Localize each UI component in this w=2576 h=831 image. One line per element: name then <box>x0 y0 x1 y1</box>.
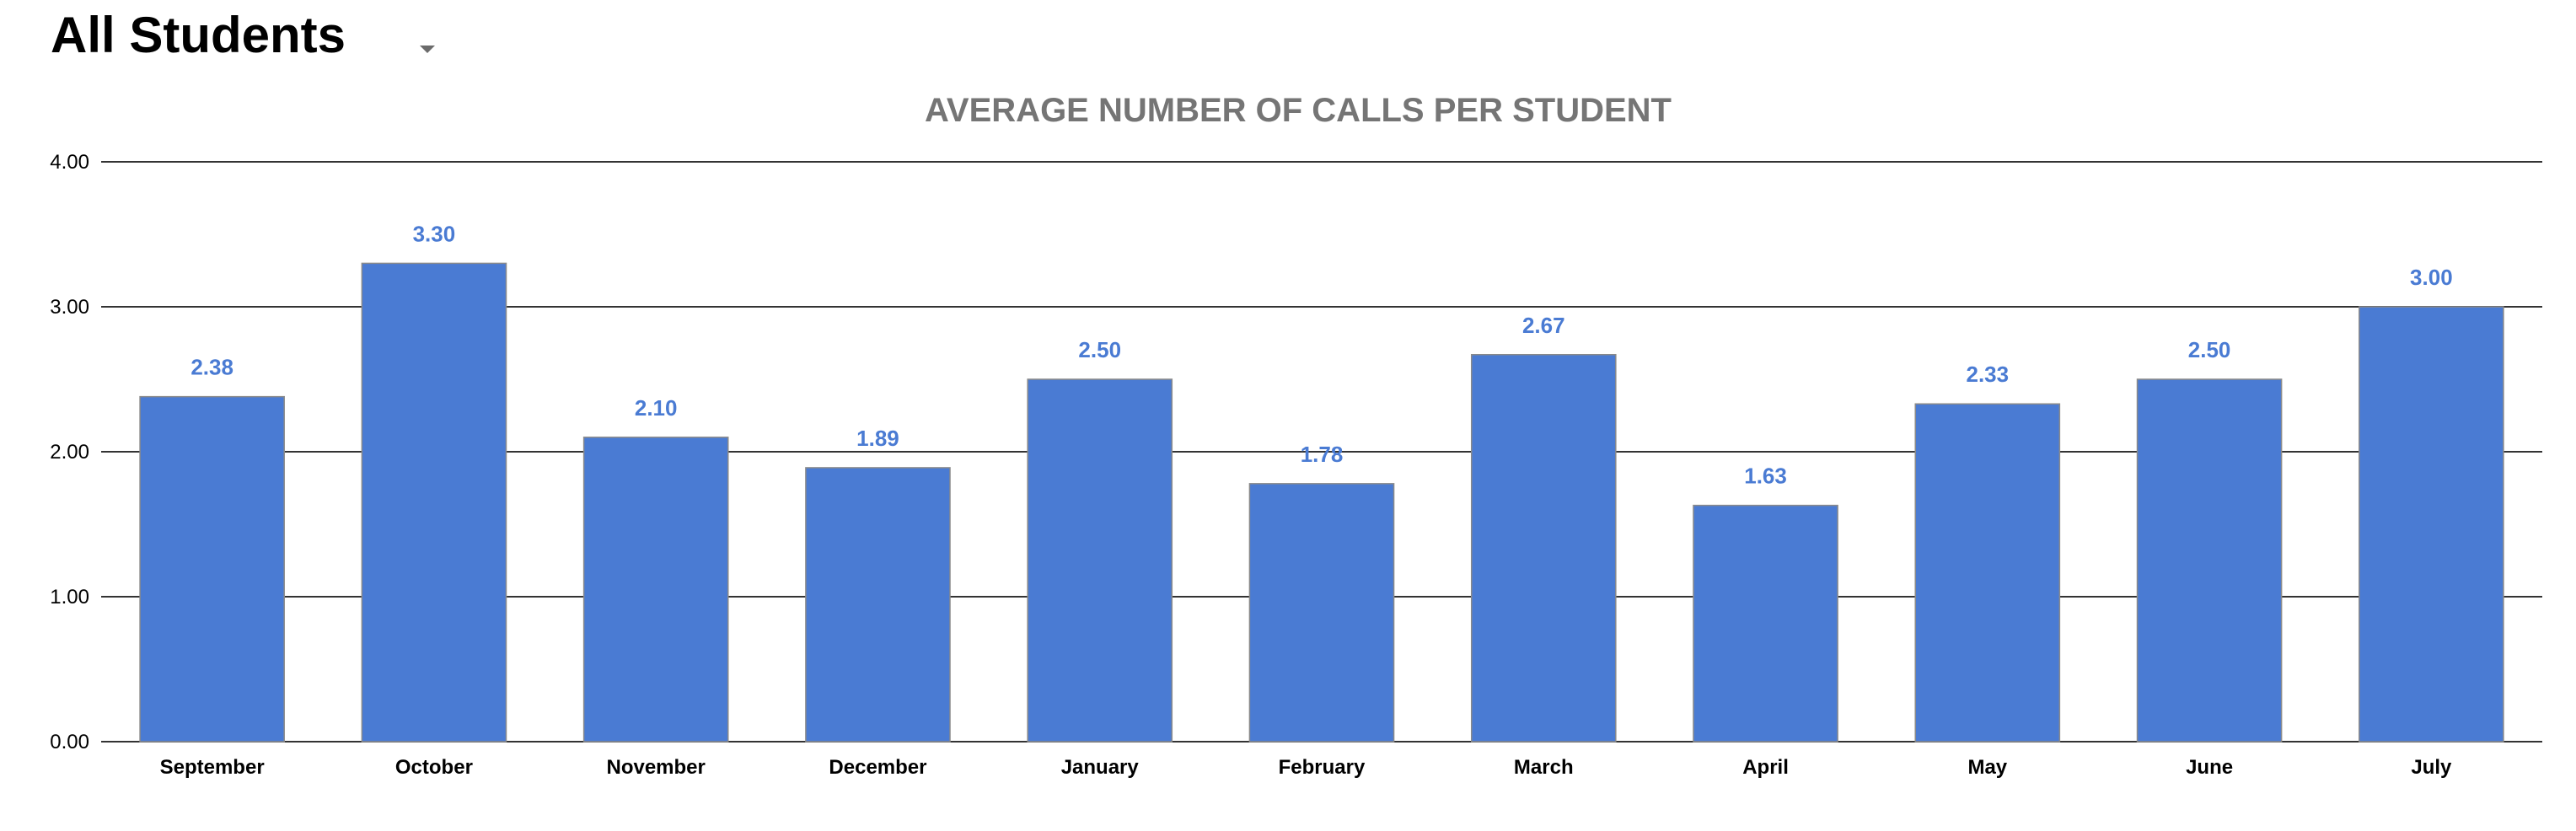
bar <box>139 395 285 743</box>
x-tick-label: April <box>1742 756 1789 779</box>
data-label: 2.33 <box>1967 362 2010 387</box>
data-label: 2.67 <box>1522 313 1565 338</box>
chevron-down-icon[interactable] <box>420 46 435 53</box>
data-label: 1.89 <box>856 426 899 451</box>
x-tick-label: November <box>606 756 705 779</box>
x-tick-label: June <box>2186 756 2233 779</box>
y-tick-label: 2.00 <box>50 441 89 464</box>
bar <box>582 437 729 743</box>
data-label: 2.10 <box>635 395 678 421</box>
data-label: 2.38 <box>191 355 233 380</box>
data-label: 3.30 <box>413 221 456 246</box>
x-tick-label: May <box>1967 756 2007 779</box>
y-tick-label: 1.00 <box>50 586 89 609</box>
x-tick-label: March <box>1514 756 1574 779</box>
data-label: 3.00 <box>2410 265 2453 290</box>
y-tick-label: 0.00 <box>50 731 89 753</box>
student-filter-dropdown[interactable]: All Students <box>51 7 346 63</box>
bar <box>361 262 507 743</box>
bars <box>139 262 2504 743</box>
bar <box>1470 354 1617 743</box>
y-tick-label: 4.00 <box>50 151 89 174</box>
x-tick-label: October <box>395 756 473 779</box>
data-label: 1.78 <box>1301 442 1344 467</box>
x-tick-label: July <box>2411 756 2452 779</box>
data-labels: 2.38 3.30 2.10 1.89 2.50 1.78 2.67 1.63 2.33 2.50… <box>191 221 2452 488</box>
report-header: All Students <box>0 0 2576 76</box>
bar <box>1693 504 1838 743</box>
data-label: 2.50 <box>1078 337 1121 362</box>
x-tick-label: January <box>1061 756 1140 779</box>
x-tick-label: September <box>160 756 265 779</box>
y-tick-label: 3.00 <box>50 296 89 319</box>
chart-title: AVERAGE NUMBER OF CALLS PER STUDENT <box>925 92 1672 129</box>
x-axis-labels: September October November December January F… <box>160 756 2452 779</box>
data-label: 2.50 <box>2188 337 2231 362</box>
bar <box>2136 378 2283 743</box>
data-label: 1.63 <box>1744 464 1787 489</box>
bar <box>1027 378 1173 743</box>
x-tick-label: December <box>829 756 926 779</box>
x-tick-label: February <box>1279 756 1366 779</box>
bar <box>805 467 951 743</box>
bar <box>1914 403 2061 743</box>
y-axis-ticks: 0.00 1.00 2.00 3.00 4.00 <box>50 151 89 753</box>
bar <box>2359 306 2504 743</box>
bar <box>1248 483 1395 743</box>
